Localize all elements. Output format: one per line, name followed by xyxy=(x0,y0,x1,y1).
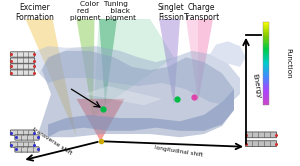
Bar xyxy=(262,41,269,43)
Bar xyxy=(262,33,269,35)
Bar xyxy=(262,43,269,44)
Bar xyxy=(262,83,269,84)
Bar xyxy=(262,32,269,33)
FancyBboxPatch shape xyxy=(245,141,277,147)
Text: longitudinal shift: longitudinal shift xyxy=(154,145,203,158)
Bar xyxy=(262,91,269,93)
Polygon shape xyxy=(76,19,94,118)
Bar xyxy=(262,72,269,73)
FancyBboxPatch shape xyxy=(10,142,35,147)
Bar xyxy=(262,80,269,82)
FancyBboxPatch shape xyxy=(245,132,277,138)
Bar xyxy=(262,55,269,57)
Bar xyxy=(262,94,269,96)
Polygon shape xyxy=(99,19,117,105)
Text: Color  Tuning
red         black
pigment  pigment: Color Tuning red black pigment pigment xyxy=(70,1,136,21)
FancyBboxPatch shape xyxy=(10,52,35,57)
Polygon shape xyxy=(48,89,234,137)
Bar xyxy=(262,63,269,65)
Bar xyxy=(262,58,269,60)
Bar xyxy=(262,27,269,29)
Text: Singlet
Fission: Singlet Fission xyxy=(158,3,184,22)
FancyBboxPatch shape xyxy=(10,64,35,69)
Bar xyxy=(262,44,269,46)
Bar xyxy=(262,23,269,25)
Polygon shape xyxy=(76,99,124,141)
Bar xyxy=(262,45,269,47)
Bar xyxy=(262,84,269,86)
Text: Excimer
Formation: Excimer Formation xyxy=(15,3,54,22)
Text: Function: Function xyxy=(285,48,291,79)
Bar xyxy=(262,99,269,101)
FancyBboxPatch shape xyxy=(15,147,39,152)
Bar xyxy=(262,39,269,40)
Bar xyxy=(262,65,269,66)
Bar xyxy=(262,54,269,55)
Polygon shape xyxy=(30,46,72,73)
Polygon shape xyxy=(159,19,180,105)
FancyBboxPatch shape xyxy=(10,58,35,63)
Bar xyxy=(262,98,269,100)
Bar xyxy=(262,59,269,61)
Bar xyxy=(262,52,269,54)
FancyBboxPatch shape xyxy=(15,135,39,140)
Bar xyxy=(262,69,269,71)
Polygon shape xyxy=(93,19,174,118)
Bar xyxy=(262,97,269,98)
Bar xyxy=(262,68,269,69)
Bar xyxy=(262,48,269,50)
Bar xyxy=(262,85,269,87)
Bar xyxy=(262,26,269,28)
Polygon shape xyxy=(186,19,213,102)
Bar xyxy=(262,104,269,105)
Polygon shape xyxy=(39,51,234,137)
Text: Charge
Transport: Charge Transport xyxy=(184,3,220,22)
Bar xyxy=(262,51,269,53)
Bar xyxy=(262,25,269,26)
Bar xyxy=(262,22,269,105)
Bar xyxy=(262,22,269,24)
Bar xyxy=(262,61,269,62)
Bar xyxy=(262,88,269,90)
Bar xyxy=(262,66,269,68)
Bar xyxy=(262,75,269,76)
Bar xyxy=(262,47,269,48)
Bar xyxy=(262,70,269,72)
Bar xyxy=(262,81,269,83)
Polygon shape xyxy=(39,46,240,105)
Bar xyxy=(262,79,269,80)
Bar xyxy=(262,40,269,42)
Bar xyxy=(262,62,269,64)
Bar xyxy=(262,34,269,36)
Polygon shape xyxy=(210,41,246,67)
Bar xyxy=(262,30,269,32)
Bar xyxy=(262,102,269,104)
Bar xyxy=(262,29,269,30)
Bar xyxy=(262,56,269,58)
FancyBboxPatch shape xyxy=(10,70,35,75)
Bar xyxy=(262,90,269,91)
Polygon shape xyxy=(26,19,76,136)
Bar xyxy=(262,36,269,37)
Text: transverse shift: transverse shift xyxy=(32,127,73,156)
Bar xyxy=(262,101,269,102)
Polygon shape xyxy=(180,19,198,96)
Bar xyxy=(262,87,269,89)
Bar xyxy=(262,77,269,79)
Text: Energy: Energy xyxy=(251,73,262,99)
Bar xyxy=(262,49,269,51)
Bar xyxy=(262,37,269,39)
FancyBboxPatch shape xyxy=(10,130,35,135)
Bar xyxy=(262,73,269,75)
Bar xyxy=(262,92,269,94)
Polygon shape xyxy=(84,86,162,105)
Bar xyxy=(262,76,269,78)
Bar xyxy=(262,95,269,97)
